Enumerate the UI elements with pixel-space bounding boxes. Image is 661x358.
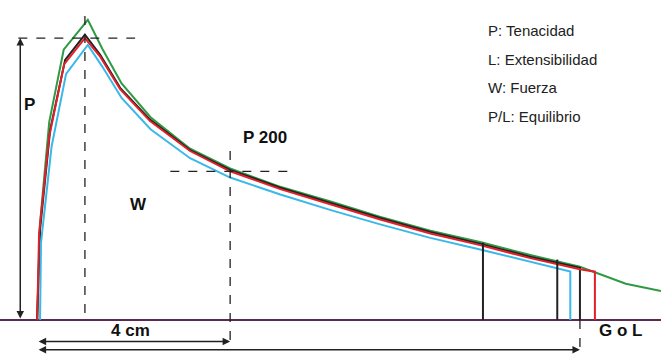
svg-text:G o L: G o L [599,321,642,340]
svg-text:L: Extensibilidad: L: Extensibilidad [488,51,597,68]
svg-text:P: Tenacidad: P: Tenacidad [488,22,574,39]
svg-text:P/L: Equilibrio: P/L: Equilibrio [488,108,581,125]
svg-text:P: P [24,95,35,114]
svg-text:W: Fuerza: W: Fuerza [488,79,558,96]
svg-text:4 cm: 4 cm [111,321,150,340]
svg-text:W: W [130,195,147,214]
svg-text:P 200: P 200 [243,128,287,147]
